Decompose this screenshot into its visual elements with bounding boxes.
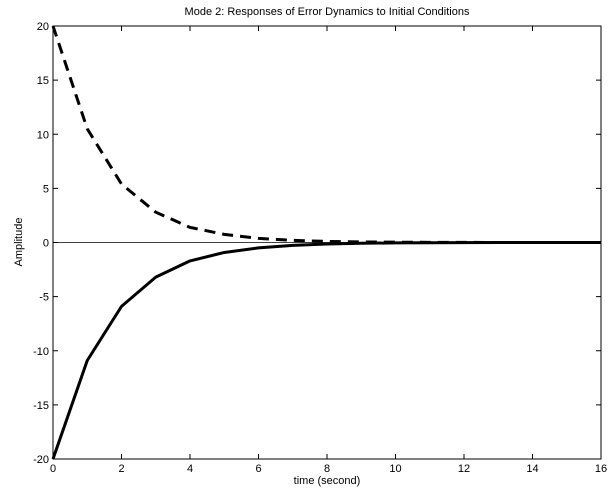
series-dashed-line: [51, 25, 601, 244]
y-tick-label: -15: [33, 400, 49, 412]
x-tick-label: 10: [389, 463, 401, 475]
x-tick-label: 2: [118, 463, 124, 475]
x-tick-label: 12: [458, 463, 470, 475]
x-tick-label: 14: [526, 463, 538, 475]
x-axis-label: time (second): [294, 475, 361, 487]
series-solid-line: [51, 241, 602, 460]
y-tick-label: 0: [43, 238, 49, 250]
y-tick-label: 20: [37, 21, 49, 33]
y-tick-label: 10: [37, 129, 49, 141]
x-tick-label: 8: [324, 463, 330, 475]
x-tick-label: 4: [187, 463, 193, 475]
chart-title: Mode 2: Responses of Error Dynamics to I…: [185, 6, 470, 18]
x-tick-label: 16: [595, 463, 607, 475]
y-tick-label: 5: [43, 183, 49, 195]
y-tick-label: -10: [33, 346, 49, 358]
plot-area: 0 2 4 6 8 10 12 14 16 -20 -15 -10 -5 0 5 10 15 20: [33, 21, 607, 475]
y-axis-label: Amplitude: [13, 218, 25, 267]
x-tick-label: 0: [50, 463, 56, 475]
y-tick-label: -5: [39, 292, 49, 304]
y-tick-label: -20: [33, 454, 49, 466]
x-tick-label: 6: [255, 463, 261, 475]
y-tick-label: 15: [37, 75, 49, 87]
